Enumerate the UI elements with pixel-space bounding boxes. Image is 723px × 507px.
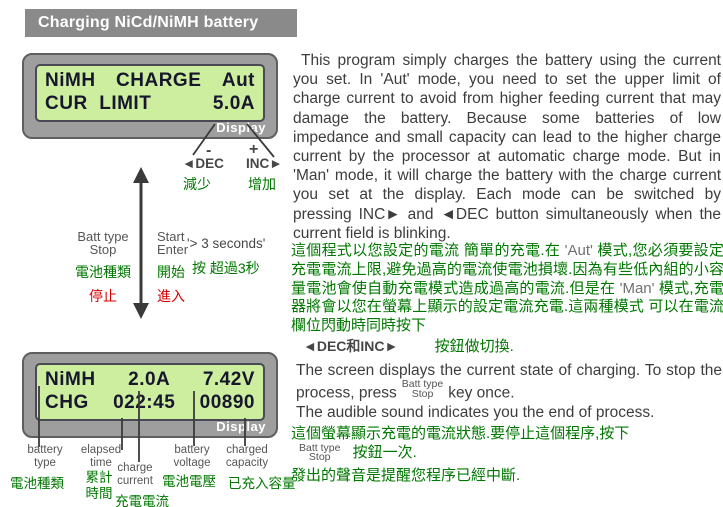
- hold-seconds-label: '> 3 seconds': [187, 236, 266, 251]
- audible-sound-en: The audible sound indicates you the end …: [296, 403, 655, 421]
- hold-seconds-zh: 按 超過3秒: [192, 260, 260, 276]
- switch-zh-label: 按鈕做切換.: [434, 338, 514, 355]
- batt-stop-key-inline-zh: Batt type Stop: [299, 441, 341, 463]
- lcd-display-2: NiMH 2.0A 7.42V CHG 022:45 00890 Display: [22, 352, 278, 438]
- legend-battery-voltage-en: battery voltage: [173, 444, 211, 469]
- lcd1-current-value: 5.0A: [212, 93, 255, 114]
- batt-type-key-group: Batt type Stop 電池種類 停止: [64, 229, 142, 306]
- instructions-zh-charging: 這個程式以您設定的電流 簡單的充電.在 'Aut' 模式,您必須要設定充電電流上…: [291, 242, 723, 336]
- lcd1-cur-limit-label: CUR LIMIT: [45, 93, 152, 114]
- batt-stop-key-bottom: Stop: [411, 387, 434, 400]
- zh-seg-1: 這個程式以您設定的電流 簡單的充電.在: [291, 242, 565, 259]
- instructions-column: This program simply charges the battery …: [290, 0, 723, 507]
- press-once-zh: 按鈕一次.: [352, 444, 417, 461]
- screen-zh-line1: 這個螢幕顯示充電的電流狀態.要停止這個程序,按下: [291, 425, 630, 442]
- legend-elapsed-time-zh: 累計 時間: [85, 470, 113, 501]
- enter-zh: 進入: [157, 288, 185, 304]
- zh-seg-2: 模式,您必須要設定充電電流上限,避免過高的電流使電池損壞.因為有些低內組的小容量…: [291, 242, 723, 297]
- display-tag-1: Display: [216, 120, 266, 135]
- start-key-label: Start: [157, 229, 185, 244]
- legend-charge-current-en: charge current: [117, 462, 153, 487]
- dec-inc-switch-line: ◄DEC和INC► 按鈕做切換.: [303, 335, 514, 356]
- lcd2-chg-status: CHG: [45, 392, 89, 413]
- display-tag-2: Display: [216, 419, 266, 434]
- legend-battery-type-zh: 電池種類: [10, 476, 64, 491]
- lcd1-mode: CHARGE: [116, 70, 202, 91]
- zh-seg-3: 模式,充電器將會以您在螢幕上顯示的設定電流充電.這兩種模式 可以在電流欄位閃動時…: [291, 279, 723, 335]
- page-title: Charging NiCd/NiMH battery: [25, 9, 297, 37]
- flow-arrow-up-head: [133, 167, 149, 183]
- legend-battery-voltage-zh: 電池電壓: [162, 474, 216, 489]
- legend-charged-capacity-zh: 已充入容量: [228, 476, 296, 491]
- lcd2-battery-type: NiMH: [45, 369, 96, 390]
- stop-zh: 停止: [89, 288, 117, 304]
- batt-type-key-label: Batt type: [77, 229, 129, 244]
- start-zh: 開始: [157, 264, 185, 280]
- stop-key-label: Stop: [89, 241, 117, 257]
- legend-charged-capacity-en: charged capacity: [225, 444, 269, 469]
- inc-button-label: INC►: [246, 156, 283, 171]
- lcd-display-1: NiMH CHARGE Aut CUR LIMIT 5.0A Display: [22, 53, 278, 139]
- screen-zh-line2: Batt type Stop 按鈕一次.: [299, 441, 417, 463]
- batt-type-zh: 電池種類: [75, 264, 131, 280]
- lcd2-battery-voltage: 7.42V: [202, 369, 255, 390]
- legend-charge-current-zh: 充電電流: [115, 494, 169, 507]
- dec-label-zh: 減少: [183, 176, 211, 192]
- inc-label-zh: 增加: [248, 176, 276, 192]
- audible-sound-zh: 發出的聲音是提醒您程序已經中斷.: [291, 467, 521, 484]
- lcd2-elapsed-time: 022:45: [113, 392, 176, 413]
- batt-stop-key-inline-en: Batt type Stop: [401, 378, 444, 400]
- dec-inc-buttons-label: ◄DEC和INC►: [303, 338, 399, 354]
- lcd1-aut-mode: Aut: [221, 70, 255, 91]
- lcd-screen-2: NiMH 2.0A 7.42V CHG 022:45 00890: [35, 363, 265, 421]
- batt-stop-key-top: Batt type: [401, 378, 444, 391]
- enter-key-label: Enter: [157, 241, 189, 257]
- screen-en-before: The screen displays the current state of…: [296, 362, 722, 402]
- legend-elapsed-time-en: elapsed time: [80, 444, 122, 469]
- lcd1-battery-type: NiMH: [45, 70, 96, 91]
- lcd2-charge-current: 2.0A: [128, 369, 171, 390]
- zh-seg-aut: 'Aut': [564, 242, 593, 259]
- batt-stop-key-bottom-zh: Stop: [308, 451, 331, 463]
- lcd-screen-1: NiMH CHARGE Aut CUR LIMIT 5.0A: [35, 64, 265, 122]
- screen-en-after: key once.: [448, 384, 515, 402]
- instructions-en-charging: This program simply charges the battery …: [293, 52, 721, 242]
- start-enter-key-group: Start Enter 開始 進入: [157, 229, 217, 306]
- lcd2-charged-capacity: 00890: [199, 392, 255, 413]
- dec-button-label: ◄DEC: [182, 156, 224, 171]
- zh-seg-man: 'Man': [619, 279, 655, 297]
- batt-stop-key-top-zh: Batt type: [299, 441, 341, 454]
- legend-battery-type-en: battery type: [27, 444, 63, 469]
- instructions-en-screen: The screen displays the current state of…: [296, 361, 722, 422]
